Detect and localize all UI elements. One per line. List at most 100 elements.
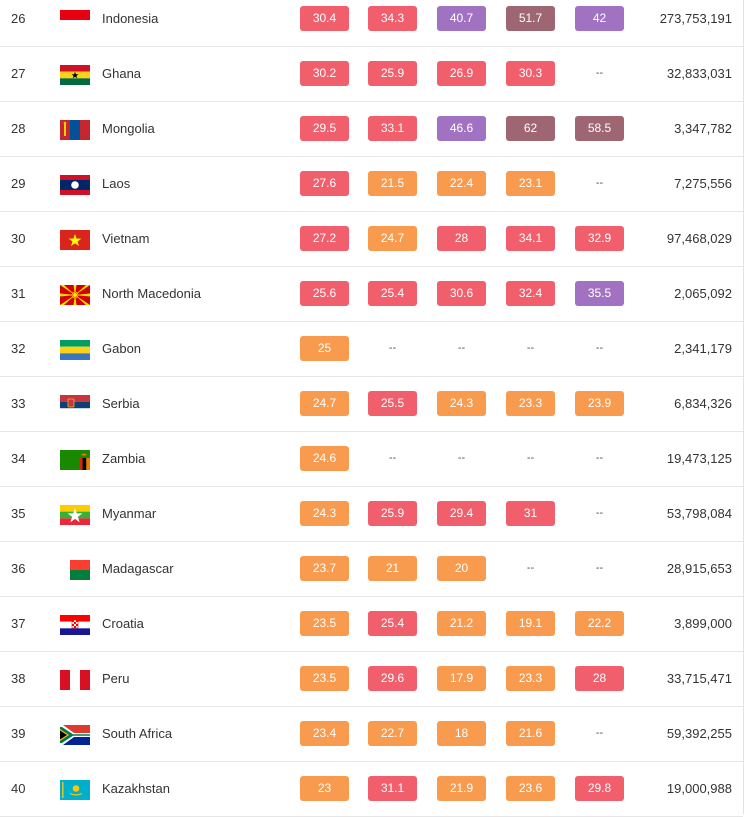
serbia-flag-icon [60, 395, 90, 415]
population-cell: 28,915,653 [666, 561, 732, 576]
country-name[interactable]: Peru [102, 671, 130, 686]
table-row[interactable]: 27 Ghana 30.2 25.9 26.9 30.3 -- 32,833,0… [0, 47, 743, 102]
value-cell: -- [595, 507, 604, 519]
value-cell: 24.3 [437, 391, 486, 416]
value-cell: 62 [506, 116, 555, 141]
value-cell: -- [457, 342, 466, 354]
myanmar-flag-icon [60, 505, 90, 525]
value-cell: -- [526, 342, 535, 354]
rank-cell: 38 [11, 671, 26, 686]
value-cell: -- [595, 452, 604, 464]
value-cell: 25.4 [368, 611, 417, 636]
value-cell: 30.3 [506, 61, 555, 86]
value-cell: 30.2 [300, 61, 349, 86]
value-cell: 20 [437, 556, 486, 581]
country-name[interactable]: North Macedonia [102, 286, 201, 301]
country-name[interactable]: Vietnam [102, 231, 150, 246]
table-row[interactable]: 37 Croatia 23.5 25.4 21.2 19.1 22.2 3,89… [0, 597, 743, 652]
gabon-flag-icon [60, 340, 90, 360]
population-cell: 32,833,031 [666, 66, 732, 81]
value-cell: 29.8 [575, 776, 624, 801]
value-cell: 23.5 [300, 611, 349, 636]
table-row[interactable]: 32 Gabon 25 -- -- -- -- 2,341,179 [0, 322, 743, 377]
value-cell: -- [595, 342, 604, 354]
value-cell: 34.3 [368, 6, 417, 31]
value-cell: -- [388, 342, 397, 354]
table-row[interactable]: 31 North Macedonia 25.6 25.4 30.6 32.4 3… [0, 267, 743, 322]
value-cell: 23 [300, 776, 349, 801]
rank-cell: 35 [11, 506, 26, 521]
country-name[interactable]: Mongolia [102, 121, 155, 136]
table-row[interactable]: 40 Kazakhstan 23 31.1 21.9 23.6 29.8 19,… [0, 762, 743, 817]
rank-cell: 34 [11, 451, 26, 466]
value-cell: 28 [575, 666, 624, 691]
value-cell: 31 [506, 501, 555, 526]
rank-cell: 39 [11, 726, 26, 741]
value-cell: 58.5 [575, 116, 624, 141]
value-cell: 29.4 [437, 501, 486, 526]
rank-cell: 37 [11, 616, 26, 631]
value-cell: -- [526, 562, 535, 574]
population-cell: 2,065,092 [674, 286, 732, 301]
country-name[interactable]: Laos [102, 176, 131, 191]
rank-cell: 28 [11, 121, 26, 136]
value-cell: -- [595, 562, 604, 574]
value-cell: 31.1 [368, 776, 417, 801]
value-cell: 22.2 [575, 611, 624, 636]
table-row[interactable]: 38 Peru 23.5 29.6 17.9 23.3 28 33,715,47… [0, 652, 743, 707]
value-cell: 34.1 [506, 226, 555, 251]
madagascar-flag-icon [60, 560, 90, 580]
table-row[interactable]: 35 Myanmar 24.3 25.9 29.4 31 -- 53,798,0… [0, 487, 743, 542]
value-cell: 24.7 [368, 226, 417, 251]
value-cell: 18 [437, 721, 486, 746]
value-cell: 25.5 [368, 391, 417, 416]
rank-cell: 27 [11, 66, 26, 81]
country-name[interactable]: South Africa [102, 726, 173, 741]
value-cell: 32.9 [575, 226, 624, 251]
country-name[interactable]: Ghana [102, 66, 142, 81]
country-name[interactable]: Myanmar [102, 506, 157, 521]
value-cell: 46.6 [437, 116, 486, 141]
value-cell: 25.4 [368, 281, 417, 306]
rank-cell: 30 [11, 231, 26, 246]
value-cell: 29.5 [300, 116, 349, 141]
country-name[interactable]: Indonesia [102, 11, 159, 26]
table-row[interactable]: 30 Vietnam 27.2 24.7 28 34.1 32.9 97,468… [0, 212, 743, 267]
value-cell: 27.2 [300, 226, 349, 251]
croatia-flag-icon [60, 615, 90, 635]
value-cell: 22.7 [368, 721, 417, 746]
south-africa-flag-icon [60, 725, 90, 745]
rank-cell: 29 [11, 176, 26, 191]
value-cell: -- [526, 452, 535, 464]
value-cell: -- [388, 452, 397, 464]
value-cell: 23.3 [506, 666, 555, 691]
rank-cell: 26 [11, 11, 26, 26]
table-row[interactable]: 28 Mongolia 29.5 33.1 46.6 62 58.5 3,347… [0, 102, 743, 157]
population-cell: 19,473,125 [666, 451, 732, 466]
north-macedonia-flag-icon [60, 285, 90, 305]
value-cell: 28 [437, 226, 486, 251]
peru-flag-icon [60, 670, 90, 690]
table-row[interactable]: 29 Laos 27.6 21.5 22.4 23.1 -- 7,275,556 [0, 157, 743, 212]
value-cell: 27.6 [300, 171, 349, 196]
population-cell: 97,468,029 [666, 231, 732, 246]
table-row[interactable]: 26 Indonesia 30.4 34.3 40.7 51.7 42 273,… [0, 0, 743, 47]
value-cell: -- [595, 727, 604, 739]
value-cell: 26.9 [437, 61, 486, 86]
population-cell: 6,834,326 [674, 396, 732, 411]
country-name[interactable]: Croatia [102, 616, 144, 631]
value-cell: 21.2 [437, 611, 486, 636]
country-name[interactable]: Madagascar [102, 561, 174, 576]
country-name[interactable]: Kazakhstan [102, 781, 170, 796]
rank-cell: 32 [11, 341, 26, 356]
country-name[interactable]: Serbia [102, 396, 140, 411]
table-row[interactable]: 33 Serbia 24.7 25.5 24.3 23.3 23.9 6,834… [0, 377, 743, 432]
country-name[interactable]: Gabon [102, 341, 142, 356]
value-cell: 23.5 [300, 666, 349, 691]
country-name[interactable]: Zambia [102, 451, 146, 466]
value-cell: 21.9 [437, 776, 486, 801]
table-row[interactable]: 36 Madagascar 23.7 21 20 -- -- 28,915,65… [0, 542, 743, 597]
table-row[interactable]: 39 South Africa 23.4 22.7 18 21.6 -- 59,… [0, 707, 743, 762]
table-row[interactable]: 34 Zambia 24.6 -- -- -- -- 19,473,125 [0, 432, 743, 487]
value-cell: 25.9 [368, 61, 417, 86]
